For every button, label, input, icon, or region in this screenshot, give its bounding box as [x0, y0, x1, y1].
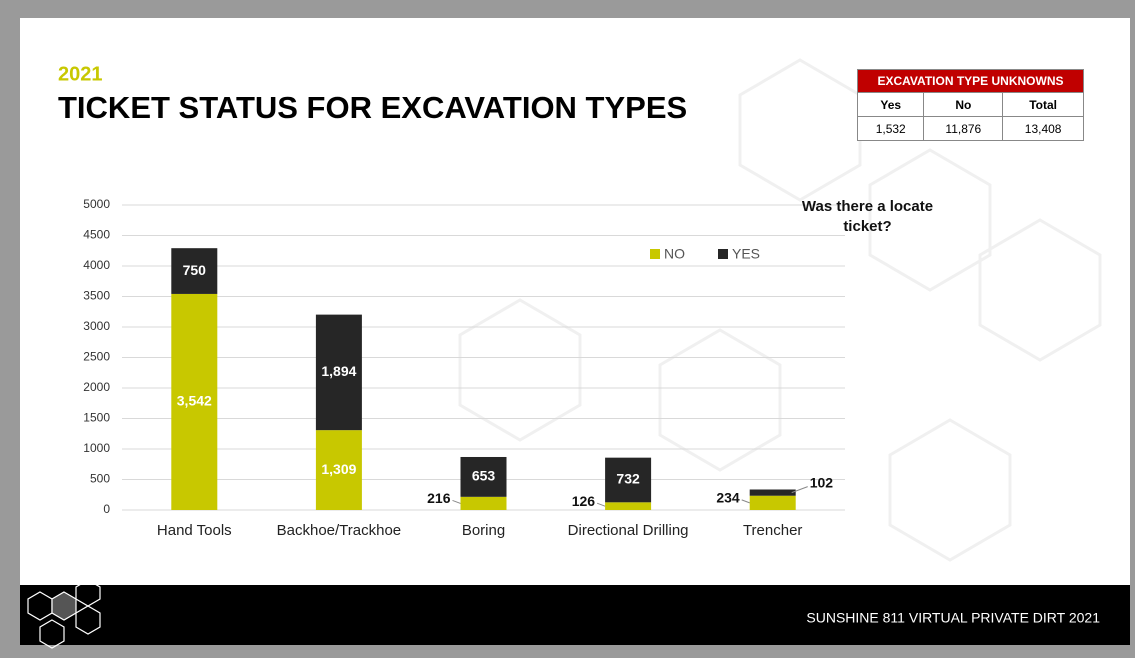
cell: 1,532 [856, 116, 925, 141]
y-tick-label: 1500 [83, 411, 110, 425]
footer-text: SUNSHINE 811 VIRTUAL PRIVATE DIRT 2021 [806, 610, 1100, 626]
bar-segment [315, 430, 362, 510]
x-tick-label: Backhoe/Trackhoe [277, 522, 402, 539]
column-header: No [923, 92, 1004, 117]
leader-line [791, 486, 808, 494]
leader-line [596, 502, 606, 507]
footer-band [20, 585, 1130, 645]
bar-segment [749, 495, 796, 510]
data-label: 234 [716, 490, 740, 506]
bar-segment [171, 248, 218, 294]
bar-segment [749, 489, 796, 496]
y-tick-label: 4000 [83, 258, 110, 272]
cell: 13,408 [1002, 116, 1084, 141]
data-label: 102 [810, 474, 834, 490]
y-tick-label: 1000 [83, 441, 110, 455]
legend-swatch [718, 249, 728, 259]
data-label: 653 [472, 468, 496, 484]
data-label: 216 [427, 490, 451, 506]
bar-segment [605, 457, 652, 503]
title: TICKET STATUS FOR EXCAVATION TYPES [58, 90, 687, 125]
x-tick-label: Hand Tools [157, 522, 232, 539]
column-header: Total [1002, 92, 1084, 117]
data-label: 732 [616, 471, 640, 487]
legend-label: YES [732, 246, 760, 262]
bar-segment [460, 456, 507, 497]
data-label: 126 [572, 493, 596, 509]
bar-segment [460, 496, 507, 510]
leader-line [741, 499, 750, 504]
y-tick-label: 500 [90, 472, 110, 486]
unknowns-table: EXCAVATION TYPE UNKNOWNS Yes No Total 1,… [856, 69, 1084, 141]
legend-label: NO [664, 246, 685, 262]
y-tick-label: 0 [103, 502, 110, 516]
leader-line [452, 499, 461, 504]
data-label: 1,894 [321, 363, 356, 379]
x-tick-label: Boring [462, 522, 505, 539]
y-tick-label: 3500 [83, 289, 110, 303]
y-tick-label: 2500 [83, 350, 110, 364]
bar-segment [315, 314, 362, 431]
bar-segment [171, 293, 218, 510]
y-tick-label: 5000 [83, 197, 110, 211]
x-tick-label: Directional Drilling [568, 522, 689, 539]
legend-swatch [650, 249, 660, 259]
x-tick-label: Trencher [743, 522, 802, 539]
y-tick-label: 3000 [83, 319, 110, 333]
column-header: Yes [856, 92, 925, 117]
legend-title: Was there a locate ticket? [801, 198, 934, 235]
data-label: 3,542 [177, 393, 212, 409]
bar-segment [605, 502, 652, 510]
data-label: 750 [183, 262, 207, 278]
y-tick-label: 2000 [83, 380, 110, 394]
cell: 11,876 [923, 116, 1004, 141]
table-title: EXCAVATION TYPE UNKNOWNS [857, 69, 1084, 93]
subtitle: 2021 [58, 63, 103, 85]
y-tick-label: 4500 [83, 228, 110, 242]
data-label: 1,309 [321, 461, 356, 477]
footer-hexes [27, 579, 101, 649]
